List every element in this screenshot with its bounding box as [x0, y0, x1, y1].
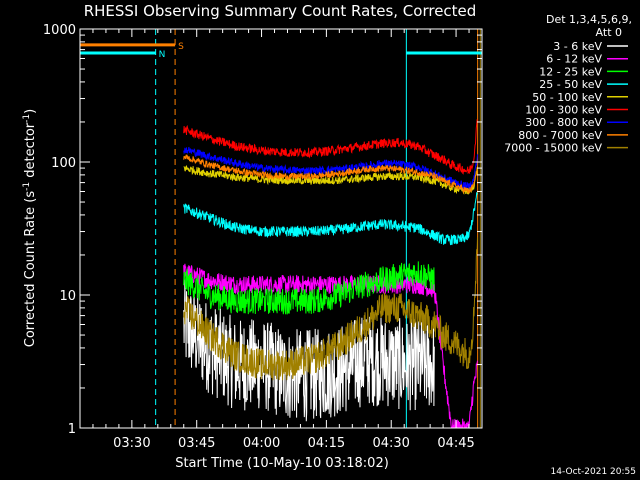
- legend-label: 6 - 12 keV: [546, 53, 602, 66]
- series-line-5: [183, 165, 478, 195]
- flag-label-n: N: [159, 50, 166, 60]
- flag-label-s: S: [178, 42, 184, 52]
- x-tick-label: 04:00: [243, 436, 280, 451]
- legend-label: 25 - 50 keV: [539, 78, 602, 91]
- x-tick-label: 03:30: [113, 436, 150, 451]
- y-axis: 1 10 100 1000: [43, 23, 482, 437]
- series-line-3: [183, 261, 435, 315]
- chart-title: RHESSI Observing Summary Count Rates, Co…: [84, 2, 477, 20]
- legend-label: 3 - 6 keV: [553, 40, 602, 53]
- legend-label: 800 - 7000 keV: [518, 129, 602, 142]
- y-tick-label: 1000: [43, 23, 76, 38]
- x-tick-label: 04:15: [308, 436, 345, 451]
- y-tick-label: 10: [59, 289, 76, 304]
- legend-label: 12 - 25 keV: [539, 65, 602, 78]
- legend-header-attenuator: Att 0: [596, 26, 622, 39]
- plot-area: SN: [80, 29, 482, 429]
- legend-label: 50 - 100 keV: [532, 91, 602, 104]
- y-axis-label: Corrected Count Rate (s-1 detector-1): [22, 109, 38, 347]
- y-tick-label: 1: [68, 422, 76, 437]
- plot-frame: [79, 28, 483, 429]
- x-tick-label: 03:45: [178, 436, 215, 451]
- x-axis-label: Start Time (10-May-10 03:18:02): [175, 456, 389, 471]
- y-tick-label: 100: [51, 156, 76, 171]
- x-tick-label: 04:30: [372, 436, 409, 451]
- series-line-2: [183, 263, 478, 429]
- legend-label: 300 - 800 keV: [525, 116, 602, 129]
- series-line-9: [183, 237, 478, 381]
- footer-date: 14-Oct-2021 20:55: [551, 467, 636, 477]
- series-line-6: [183, 119, 478, 175]
- series-line-4: [183, 192, 478, 246]
- legend-label: 7000 - 15000 keV: [504, 142, 602, 155]
- x-axis: 03:30 03:45 04:00 04:15 04:30 04:45: [79, 29, 483, 451]
- series-line-8: [183, 154, 478, 195]
- legend-header-detectors: Det 1,3,4,5,6,9,: [546, 13, 632, 26]
- x-tick-label: 04:45: [437, 436, 474, 451]
- legend-label: 100 - 300 keV: [525, 104, 602, 117]
